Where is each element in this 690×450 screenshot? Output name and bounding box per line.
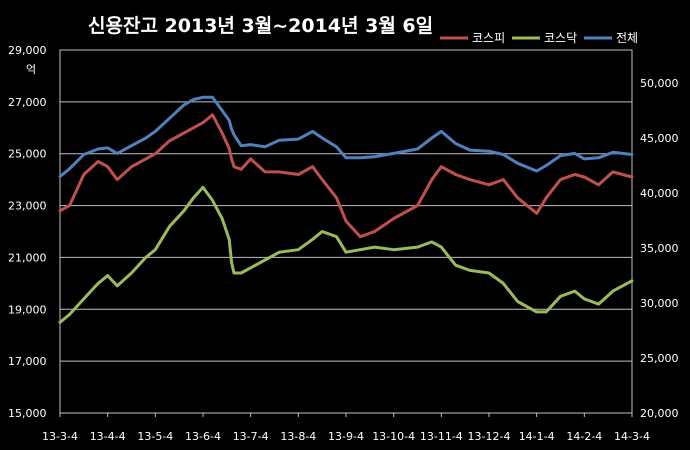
x-axis: 13-3-4 13-4-4 13-5-4 13-6-4 13-7-4 13-8-4 13-9… [42, 413, 650, 443]
y-right-tick-label: 45,000 [640, 132, 679, 145]
series-line-3 [58, 95, 634, 178]
legend: 코스피 코스닥 전체 [440, 31, 638, 45]
legend-label: 코스닥 [544, 31, 577, 45]
grid-lines [59, 49, 633, 414]
x-tick-label: 13-8-4 [280, 430, 316, 443]
x-tick-label: 13-5-4 [137, 430, 173, 443]
y-right-tick-label: 25,000 [640, 352, 679, 365]
x-tick-label: 14-3-4 [614, 430, 650, 443]
series-lines [58, 95, 634, 324]
y-left-axis: 15,000 17,000 19,000 21,000 23,000 25,000 27,0… [8, 44, 47, 420]
y-left-unit: 억 [26, 63, 36, 76]
y-left-tick-label: 27,000 [8, 96, 47, 109]
x-tick-label: 13-7-4 [233, 430, 269, 443]
y-left-tick-label: 29,000 [8, 44, 47, 57]
x-tick-label: 13-3-4 [42, 430, 78, 443]
x-tick-label: 13-12-4 [468, 430, 511, 443]
series-line-2 [58, 185, 634, 324]
x-tick-label: 13-11-4 [420, 430, 463, 443]
y-left-tick-label: 25,000 [8, 148, 47, 161]
y-left-tick-label: 17,000 [8, 355, 47, 368]
y-right-axis: 20,000 25,000 30,000 35,000 40,000 45,000 50,0… [640, 77, 679, 420]
x-tick-label: 14-2-4 [566, 430, 602, 443]
y-right-tick-label: 20,000 [640, 407, 679, 420]
y-right-tick-label: 40,000 [640, 187, 679, 200]
x-tick-label: 13-4-4 [90, 430, 126, 443]
plot-area-frame [59, 49, 633, 414]
y-right-tick-label: 50,000 [640, 77, 679, 90]
y-right-tick-label: 35,000 [640, 242, 679, 255]
y-left-tick-label: 15,000 [8, 407, 47, 420]
chart-title: 신용잔고 2013년 3월~2014년 3월 6일 [88, 15, 433, 37]
legend-label: 전체 [616, 31, 638, 45]
y-left-tick-label: 19,000 [8, 303, 47, 316]
y-right-tick-label: 30,000 [640, 297, 679, 310]
series-line-1 [58, 113, 634, 239]
legend-label: 코스피 [472, 31, 505, 45]
y-left-tick-label: 21,000 [8, 251, 47, 264]
x-tick-label: 13-6-4 [185, 430, 221, 443]
y-left-tick-label: 23,000 [8, 200, 47, 213]
x-tick-label: 13-10-4 [372, 430, 415, 443]
x-tick-label: 14-1-4 [519, 430, 555, 443]
x-tick-label: 13-9-4 [328, 430, 364, 443]
